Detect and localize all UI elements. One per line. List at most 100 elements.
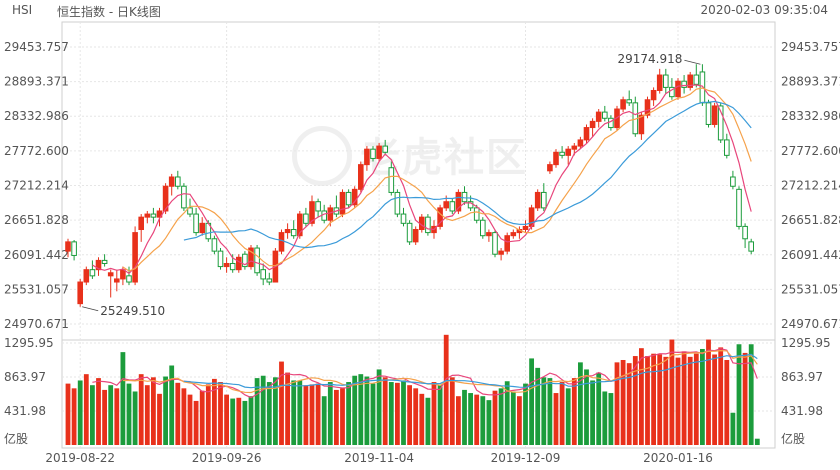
volume-bar: [346, 382, 351, 445]
candle-body: [193, 213, 199, 234]
volume-bar: [529, 358, 534, 445]
candle-body: [492, 232, 498, 255]
candle-body: [748, 241, 755, 252]
volume-bar: [205, 384, 211, 445]
volume-bar: [754, 438, 760, 445]
candle-body: [315, 201, 321, 212]
volume-bar: [742, 352, 748, 445]
volume-bar: [474, 394, 480, 445]
price-tick-right: 25531.057: [781, 282, 840, 296]
volume-unit-left: 亿股: [4, 431, 28, 446]
candle-body: [681, 80, 687, 88]
candle-body: [687, 74, 694, 88]
volume-ma20-line: [183, 353, 758, 389]
candle-body: [358, 164, 364, 190]
volume-bar: [456, 396, 461, 445]
volume-bar: [523, 383, 528, 445]
price-tick-right: 27212.214: [781, 179, 840, 193]
high-annotation-leader: [684, 59, 701, 65]
candle-body: [290, 229, 297, 237]
volume-bar: [315, 383, 321, 445]
volume-bar: [693, 353, 699, 445]
volume-bar: [578, 362, 583, 445]
candle-body: [534, 191, 541, 209]
candle-body: [162, 185, 169, 212]
datetime-label: 2020-02-03 09:35:04: [700, 3, 828, 17]
candle-body: [406, 222, 413, 243]
chart-header: HSI 恒生指数 - 日K线图 2020-02-03 09:35:04: [0, 0, 840, 20]
candle-body: [711, 105, 718, 125]
candle-body: [480, 219, 486, 237]
candle-body: [114, 278, 120, 283]
candle-body: [297, 213, 303, 237]
volume-bar: [486, 400, 492, 445]
candle-body: [638, 114, 645, 135]
volume-bar: [657, 354, 663, 445]
volume-bar: [83, 374, 89, 445]
price-tick-right: 27772.600: [781, 144, 840, 158]
candle-body: [455, 191, 462, 212]
volume-tick-right: 863.97: [781, 370, 823, 384]
ma10-line: [122, 87, 752, 272]
candle-body: [663, 74, 669, 88]
candle-body: [229, 262, 236, 271]
volume-bar: [163, 376, 168, 445]
volume-bar: [71, 388, 77, 445]
volume-bar: [309, 384, 315, 445]
candle-body: [437, 207, 443, 227]
price-tick-left: 24970.671: [4, 317, 69, 331]
price-tick-left: 28332.986: [4, 109, 69, 123]
price-tick-left: 26651.828: [4, 213, 69, 227]
candle-body: [620, 99, 626, 110]
volume-bar: [65, 383, 71, 445]
candle-body: [138, 216, 144, 231]
volume-bar: [565, 388, 571, 445]
volume-bar: [254, 378, 260, 445]
volume-bar: [175, 382, 181, 445]
candle-body: [370, 148, 376, 159]
candle-body: [242, 253, 248, 268]
candle-body: [150, 213, 157, 218]
price-tick-left: 28893.371: [4, 75, 69, 89]
volume-bar: [706, 339, 711, 445]
volume-bar: [431, 382, 437, 445]
volume-bar: [553, 393, 559, 445]
volume-bar: [498, 388, 504, 445]
volume-bar: [285, 372, 290, 445]
volume-bar: [681, 351, 687, 445]
symbol-label: HSI: [12, 3, 33, 17]
volume-bar: [187, 394, 193, 445]
date-label: 2019-12-09: [491, 451, 561, 465]
volume-bar: [718, 347, 724, 445]
volume-bar: [492, 390, 498, 445]
candle-body: [626, 99, 633, 104]
volume-bar: [626, 363, 632, 445]
candle-body: [473, 207, 480, 221]
volume-bar: [273, 377, 278, 445]
candle-body: [236, 256, 242, 271]
volume-bar: [212, 378, 217, 445]
volume-bar: [602, 391, 608, 445]
candle-body: [95, 259, 102, 271]
volume-tick-left: 1295.95: [4, 336, 54, 350]
volume-bar: [334, 389, 339, 445]
date-label: 2019-11-04: [344, 451, 414, 465]
volume-bar: [144, 385, 150, 445]
volume-bar: [401, 380, 406, 445]
volume-bar: [449, 377, 455, 445]
volume-bar: [370, 383, 376, 445]
candle-body: [742, 225, 748, 240]
candle-body: [181, 185, 187, 209]
candle-body: [382, 145, 388, 153]
price-tick-right: 24970.671: [781, 317, 840, 331]
volume-bar: [108, 385, 114, 445]
candle-body: [364, 148, 370, 166]
volume-bar: [114, 388, 120, 445]
price-tick-right: 28893.371: [781, 75, 840, 89]
volume-bar: [425, 397, 431, 445]
volume-bar: [596, 372, 602, 445]
volume-bar: [730, 412, 736, 445]
price-tick-right: 26651.828: [781, 213, 840, 227]
price-tick-right: 29453.757: [781, 40, 840, 54]
